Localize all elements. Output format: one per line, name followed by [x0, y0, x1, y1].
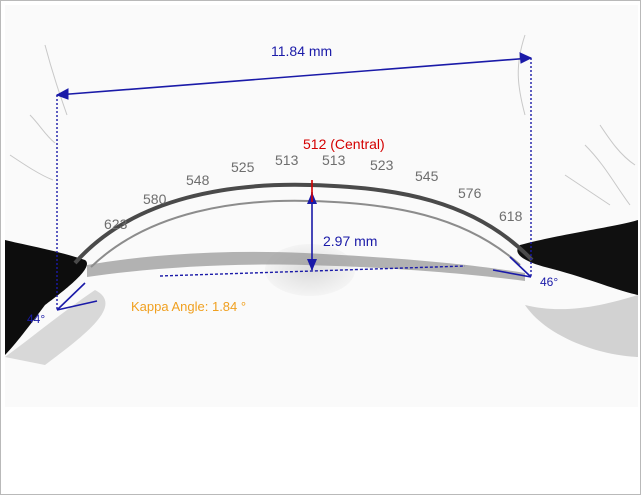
depth-label: 2.97 mm [323, 233, 377, 249]
width-measurement [55, 52, 533, 310]
central-thickness-label: 512 (Central) [303, 136, 385, 152]
thickness-value: 580 [143, 191, 167, 207]
thickness-value: 548 [186, 172, 210, 188]
anterior-segment-scan: 623 580 548 525 513 513 523 545 576 618 … [5, 5, 638, 407]
thickness-value: 523 [370, 157, 394, 173]
kappa-angle-label: Kappa Angle: 1.84 ° [131, 299, 246, 314]
thickness-labels: 623 580 548 525 513 513 523 545 576 618 [104, 152, 523, 232]
scan-image: 623 580 548 525 513 513 523 545 576 618 … [5, 34, 638, 365]
thickness-value: 576 [458, 185, 482, 201]
left-dark-region [5, 240, 87, 355]
angle-indicators [56, 256, 532, 311]
thickness-value: 623 [104, 216, 128, 232]
cornea-outer-arc [73, 182, 534, 265]
scan-background [9, 34, 636, 206]
empty-panel [5, 407, 638, 494]
iris-band [87, 251, 525, 281]
left-angle-label: 44° [27, 312, 45, 326]
thickness-value: 545 [415, 168, 439, 184]
right-angle-label: 46° [540, 275, 558, 289]
thickness-value: 618 [499, 208, 523, 224]
thickness-value: 513 [322, 152, 346, 168]
thickness-value: 525 [231, 159, 255, 175]
thickness-value: 513 [275, 152, 299, 168]
depth-measurement [159, 180, 466, 277]
width-label: 11.84 mm [271, 43, 332, 59]
right-dark-region [517, 220, 638, 295]
